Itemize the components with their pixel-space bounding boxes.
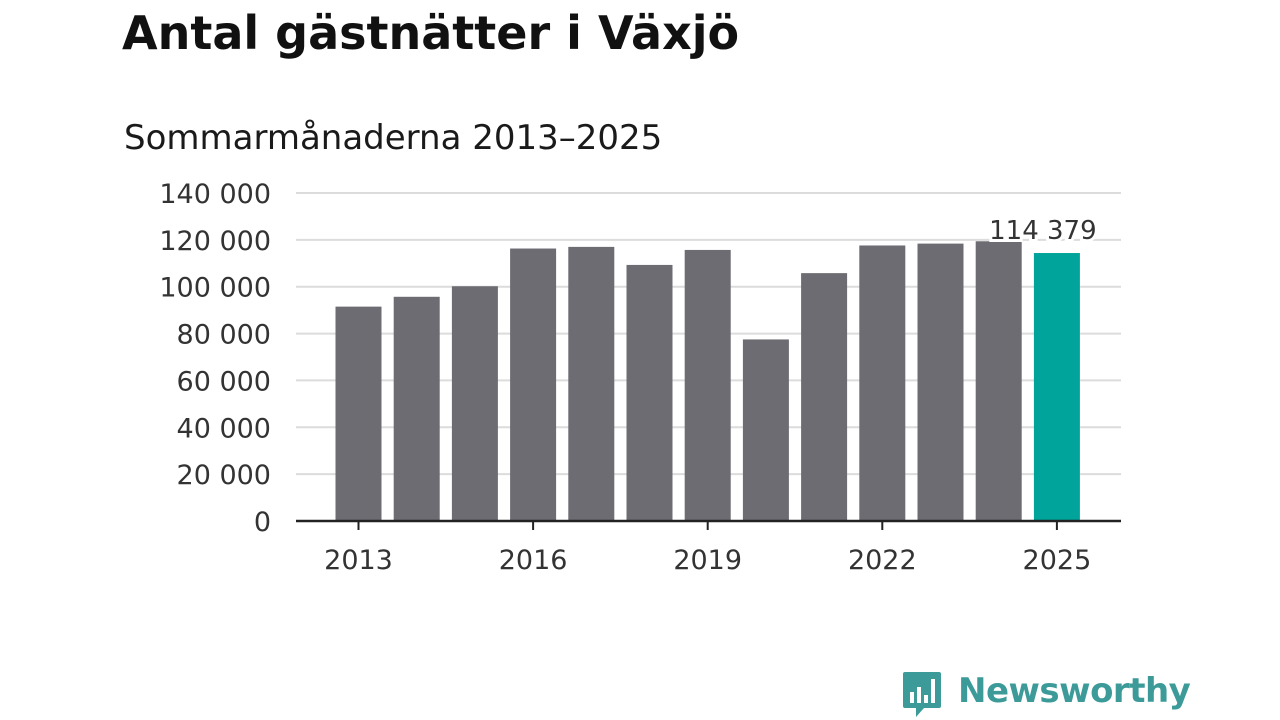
bar-2019 xyxy=(684,249,731,521)
newsworthy-logo: Newsworthy xyxy=(902,670,1191,720)
y-tick-label: 120 000 xyxy=(159,226,271,257)
brand-name: Newsworthy xyxy=(958,671,1191,711)
bar-2023 xyxy=(917,243,964,521)
bar-2022 xyxy=(859,245,906,522)
bar-2024 xyxy=(975,241,1022,521)
y-tick-label: 140 000 xyxy=(159,179,271,210)
bar-chart-speech-bubble-icon xyxy=(903,672,941,717)
chart-title: Antal gästnätter i Växjö xyxy=(122,6,740,60)
y-tick-label: 80 000 xyxy=(177,320,271,351)
x-tick-label: 2016 xyxy=(499,545,568,576)
bar-2013 xyxy=(335,306,382,521)
y-tick-label: 0 xyxy=(254,507,271,538)
bar-2020 xyxy=(742,339,789,521)
bar-2021 xyxy=(801,273,848,521)
x-axis-tick-labels: 2013 2016 2019 2022 2025 xyxy=(324,545,1091,576)
bar-2025 xyxy=(1033,253,1080,521)
chart-subtitle: Sommarmånaderna 2013–2025 xyxy=(124,118,663,158)
bar-2016 xyxy=(510,248,557,522)
x-tick-label: 2022 xyxy=(848,545,917,576)
y-tick-label: 20 000 xyxy=(177,460,271,491)
x-tick-label: 2013 xyxy=(324,545,393,576)
data-label: 114 379 xyxy=(989,216,1097,246)
bar-2018 xyxy=(626,264,673,521)
y-tick-label: 60 000 xyxy=(177,366,271,397)
bar-2017 xyxy=(568,246,615,521)
data-labels: 114 379 xyxy=(986,213,1100,249)
bar-2014 xyxy=(393,296,440,521)
x-axis xyxy=(296,519,1121,530)
bar-2015 xyxy=(451,286,498,521)
x-tick-label: 2025 xyxy=(1023,545,1092,576)
bars xyxy=(335,241,1080,522)
y-tick-label: 40 000 xyxy=(177,413,271,444)
y-axis-tick-labels: 0 20 000 40 000 60 000 80 000 100 000 120 000 1… xyxy=(159,179,271,538)
y-tick-label: 100 000 xyxy=(159,273,271,304)
x-tick-label: 2019 xyxy=(673,545,742,576)
